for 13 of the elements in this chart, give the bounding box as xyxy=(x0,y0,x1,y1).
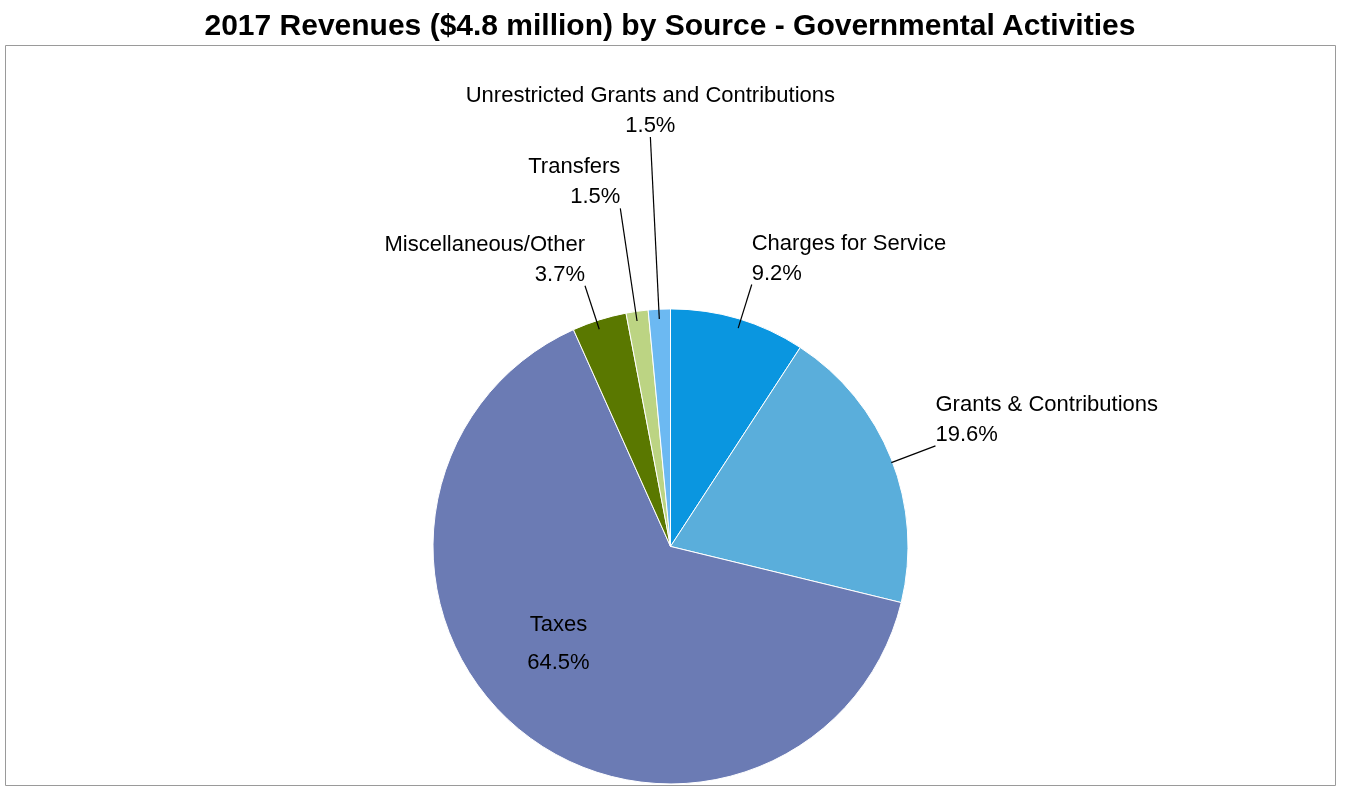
slice-label: Transfers xyxy=(528,153,621,179)
chart-title: 2017 Revenues ($4.8 million) by Source - Governmental Activities xyxy=(204,7,1136,41)
slice-label: Unrestricted Grants and Contributions xyxy=(465,82,836,108)
data-label: 64.5% xyxy=(527,648,590,674)
slice-label: Miscellaneous/Other xyxy=(384,230,585,256)
data-label: 1.5% xyxy=(570,183,621,209)
slice-label: Taxes xyxy=(529,611,588,637)
data-label: 9.2% xyxy=(751,259,802,285)
slice-label: Charges for Service xyxy=(751,229,947,255)
slice-label: Grants & Contributions xyxy=(935,390,1159,416)
data-label: 19.6% xyxy=(935,420,998,446)
data-label: 1.5% xyxy=(625,112,676,138)
data-label: 3.7% xyxy=(534,260,585,286)
